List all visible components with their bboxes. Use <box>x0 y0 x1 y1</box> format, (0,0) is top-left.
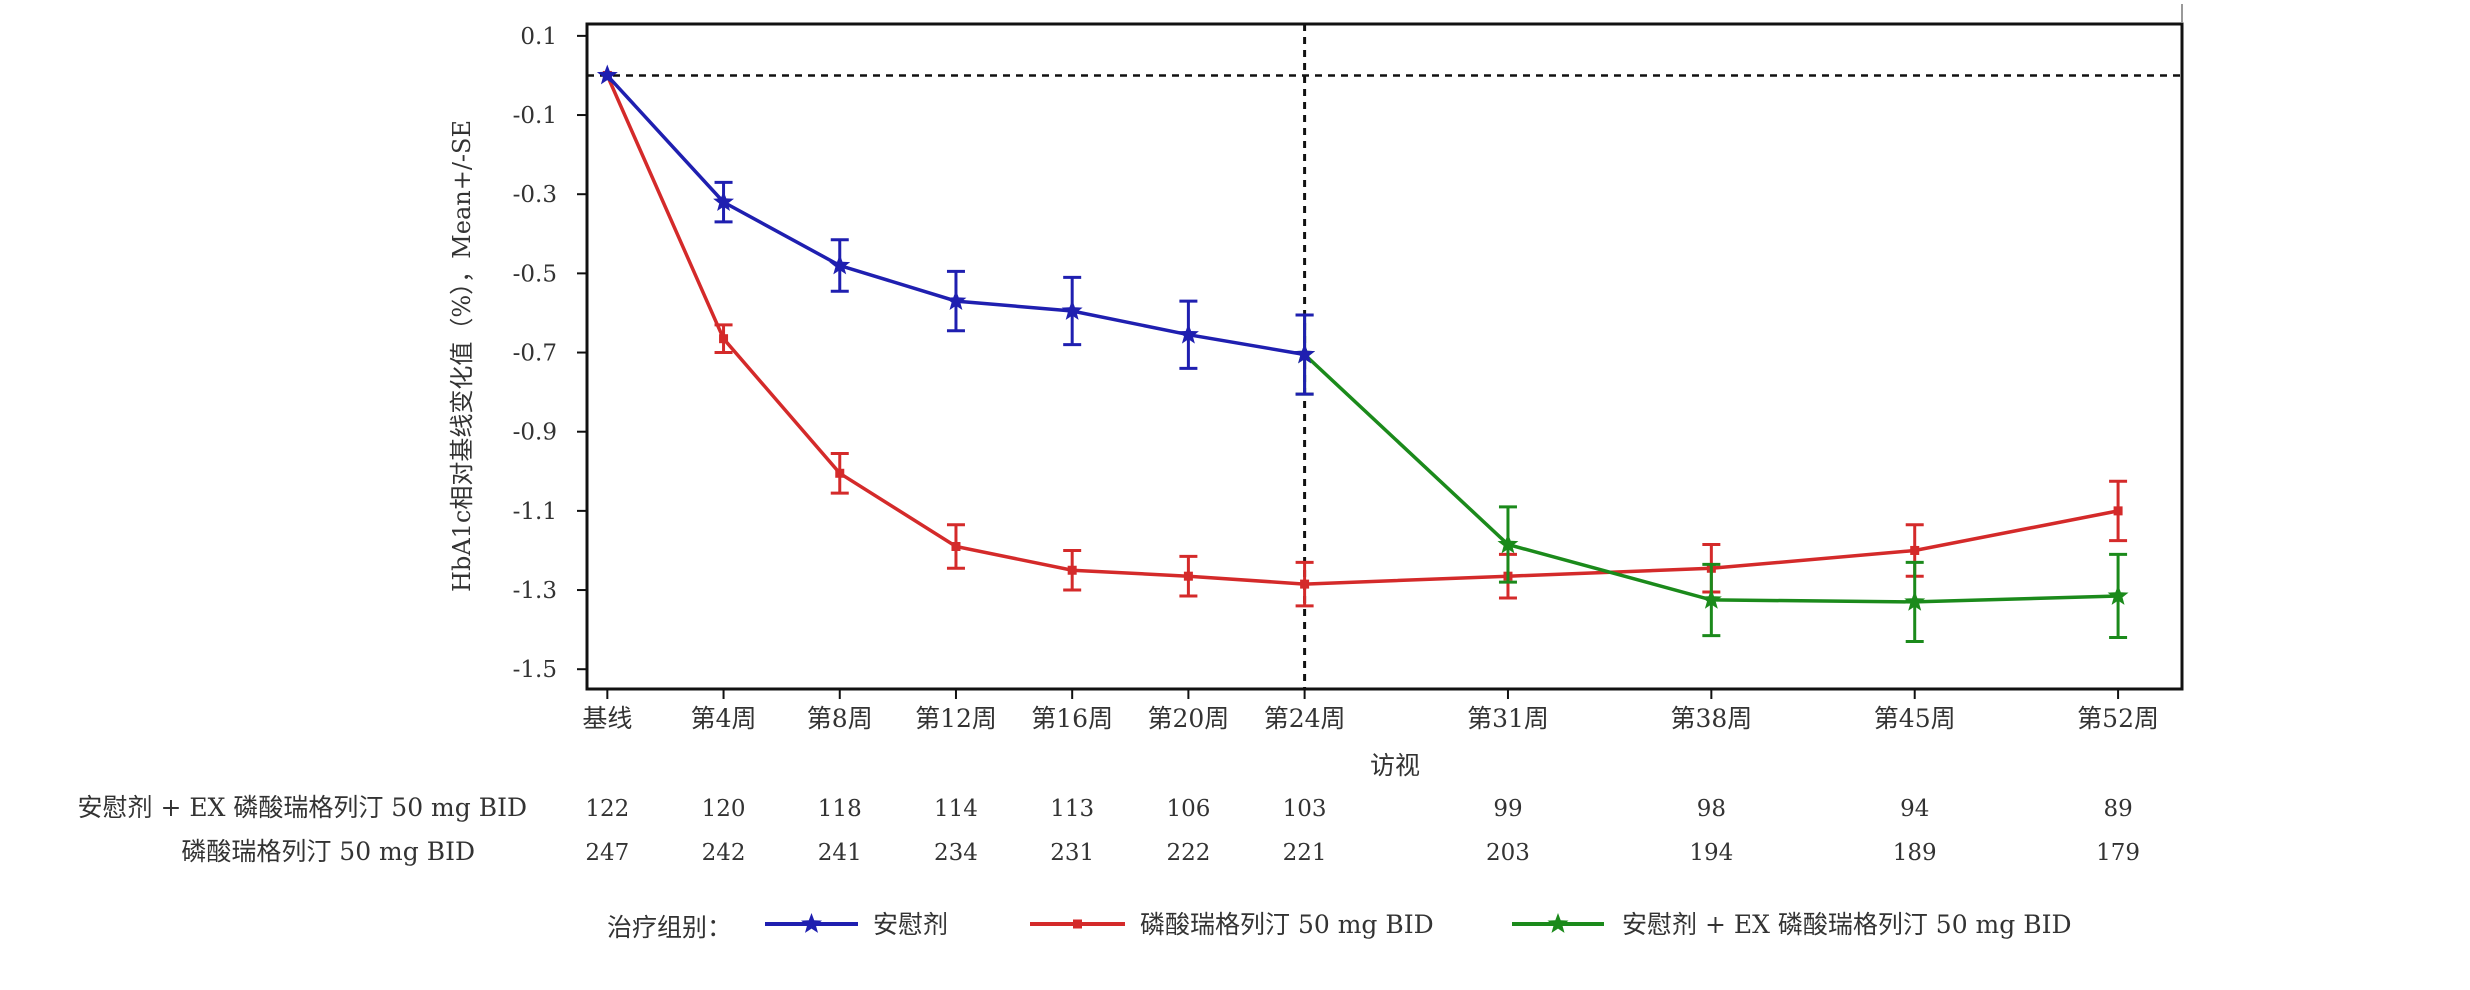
data-point-star <box>596 64 618 85</box>
legend-label: 安慰剂 + EX 磷酸瑞格列汀 50 mg BID <box>1622 910 2072 939</box>
data-point-star <box>1497 533 1519 554</box>
count-cell: 221 <box>1283 840 1327 866</box>
x-tick-label: 第45周 <box>1874 704 1956 733</box>
count-cell: 122 <box>585 796 629 822</box>
count-cell: 98 <box>1697 796 1726 822</box>
x-tick-label: 第24周 <box>1264 704 1346 733</box>
count-cell: 99 <box>1493 796 1522 822</box>
y-tick-label: -0.7 <box>513 341 557 367</box>
count-cell: 103 <box>1283 796 1327 822</box>
series-0 <box>596 64 1316 396</box>
count-cell: 113 <box>1050 796 1094 822</box>
series-1 <box>602 70 2128 608</box>
count-cell: 203 <box>1486 840 1530 866</box>
count-row-label: 安慰剂 + EX 磷酸瑞格列汀 50 mg BID <box>78 793 528 822</box>
data-point-star <box>1700 588 1722 609</box>
legend-label: 磷酸瑞格列汀 50 mg BID <box>1140 910 1434 939</box>
x-tick-label: 基线 <box>582 704 632 733</box>
x-tick-label: 第16周 <box>1031 704 1113 733</box>
x-tick-label: 第38周 <box>1670 704 1752 733</box>
count-cell: 247 <box>585 840 629 866</box>
y-tick-label: -1.5 <box>513 657 557 683</box>
legend-star-marker <box>801 913 822 933</box>
data-point-star <box>1904 590 1926 611</box>
x-tick-label: 第31周 <box>1467 704 1549 733</box>
plot-frame <box>585 22 2184 691</box>
y-tick-label: -0.9 <box>513 420 557 446</box>
x-tick-label: 第20周 <box>1147 704 1229 733</box>
y-tick-label: -0.3 <box>513 182 557 208</box>
data-point-star <box>829 254 851 275</box>
legend-entries: 安慰剂 磷酸瑞格列汀 50 mg BID 安慰剂 + EX 磷酸瑞格列汀 50 mg… <box>765 910 2072 939</box>
data-point-square <box>1910 545 1920 555</box>
count-cell: 241 <box>818 840 862 866</box>
count-cell: 89 <box>2103 796 2132 822</box>
x-tick-label: 第12周 <box>915 704 997 733</box>
series-line <box>605 74 2119 586</box>
x-axis: 基线 第4周 第8周 第12周 第16周 第20周 第24周 第31周 第38周 第45周 第52周 <box>582 689 2159 733</box>
data-point-square <box>1067 565 1077 575</box>
count-cell: 179 <box>2096 840 2140 866</box>
data-point-star <box>1177 323 1199 344</box>
count-cell: 114 <box>934 796 978 822</box>
y-tick-label: -1.1 <box>513 499 557 525</box>
legend: 治疗组别： 安慰剂 磷酸瑞格列汀 50 mg BID 安慰剂 + EX 磷酸瑞格列汀… <box>607 910 2072 942</box>
y-tick-label: -0.1 <box>513 103 557 129</box>
legend-label: 安慰剂 <box>873 910 948 939</box>
data-point-star <box>1061 300 1083 320</box>
count-row-label: 磷酸瑞格列汀 50 mg BID <box>181 837 475 866</box>
y-tick-label: -0.5 <box>513 261 557 287</box>
y-tick-label: 0.1 <box>520 24 557 50</box>
data-point-square <box>2113 506 2123 516</box>
count-cell: 120 <box>702 796 746 822</box>
data-point-square <box>835 468 845 478</box>
count-table: 安慰剂 + EX 磷酸瑞格列汀 50 mg BID 122 120 118 114 113… <box>78 793 2141 866</box>
data-point-square <box>1300 579 1310 589</box>
count-cell: 242 <box>702 840 746 866</box>
x-tick-label: 第52周 <box>2077 704 2159 733</box>
series-2 <box>1294 313 2129 643</box>
data-point-star <box>1294 343 1316 364</box>
data-point-square <box>951 542 961 551</box>
series-group <box>596 64 2129 643</box>
y-axis: 0.1 -0.1 -0.3 -0.5 -0.7 -0.9 -1.1 -1.3 -1.5 <box>513 24 587 683</box>
count-cell: 222 <box>1166 840 1210 866</box>
count-cell: 118 <box>818 796 862 822</box>
count-cell: 194 <box>1689 840 1733 866</box>
x-tick-label: 第8周 <box>807 704 873 733</box>
y-axis-label: HbA1c相对基线变化值（%），Mean+/-SE <box>448 120 476 592</box>
x-tick-label: 第4周 <box>691 704 757 733</box>
edge-artifact-line <box>2181 4 2183 22</box>
x-axis-label: 访视 <box>1370 751 1420 780</box>
data-point-star <box>945 290 967 310</box>
count-cell: 234 <box>934 840 978 866</box>
count-cell: 106 <box>1166 796 1210 822</box>
y-tick-label: -1.3 <box>513 578 557 604</box>
legend-square-marker <box>1073 919 1082 929</box>
legend-title: 治疗组别： <box>607 913 732 942</box>
legend-star-marker <box>1547 913 1569 933</box>
count-cell: 189 <box>1893 840 1937 866</box>
data-point-square <box>1183 571 1193 581</box>
count-cell: 231 <box>1050 840 1094 866</box>
data-point-star <box>713 191 734 211</box>
data-point-star <box>2107 585 2129 605</box>
data-point-square <box>719 334 729 344</box>
count-cell: 94 <box>1900 796 1929 822</box>
reference-lines <box>587 24 2182 689</box>
